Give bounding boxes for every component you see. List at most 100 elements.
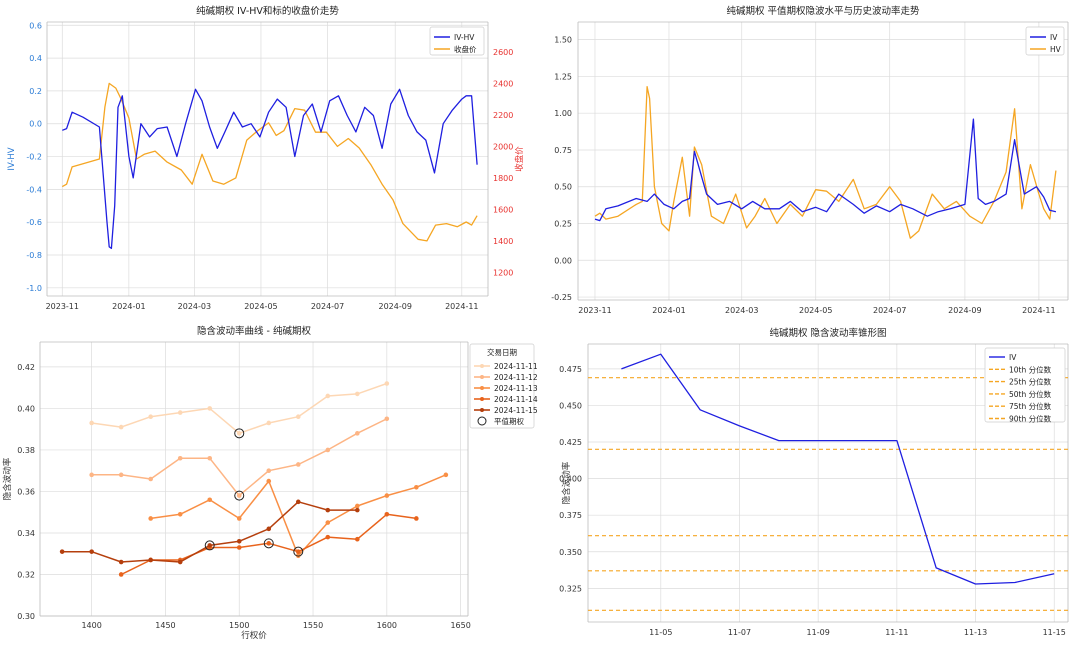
chart-iv-cone: 11-05 11-07 11-09 11-11 11-13 11-15 0.325 0.350… (559, 327, 1069, 637)
chart-atm-iv-hv: 2023-11 2024-01 2024-03 2024-05 2024-07 2024-… (551, 5, 1069, 315)
y-tick-label: 0.40 (17, 404, 35, 413)
legend-label: 2024-11-15 (494, 406, 538, 415)
legend-label: 75th 分位数 (1009, 401, 1052, 411)
chart-legend: IV HV (1025, 26, 1065, 56)
legend-atm-marker (477, 416, 487, 426)
data-point (266, 478, 272, 484)
series-line-iv-hv (62, 88, 478, 250)
data-point (295, 462, 301, 467)
legend-label: HV (1050, 45, 1062, 54)
data-point (148, 557, 153, 563)
legend-label: 25th 分位数 (1009, 377, 1052, 387)
data-point (384, 493, 390, 498)
x-tick-label: 2024-03 (725, 306, 758, 315)
data-point (384, 381, 390, 386)
legend-label: 2024-11-13 (494, 384, 538, 393)
y-tick-label: 0.50 (554, 183, 572, 192)
x-tick-label: 11-15 (1043, 628, 1066, 637)
data-point (236, 545, 242, 550)
chart-title: 纯碱期权 隐含波动率锥形图 (769, 327, 886, 339)
data-point (89, 420, 94, 426)
data-point (384, 511, 390, 517)
data-point (355, 391, 360, 397)
data-point (295, 414, 301, 420)
x-tick-label: 2024-07 (311, 302, 344, 311)
data-point (325, 520, 331, 525)
atm-marker (263, 538, 274, 549)
x-tick-label: 11-05 (649, 628, 672, 637)
data-point (118, 424, 124, 430)
data-point (414, 516, 419, 521)
data-point (295, 549, 301, 554)
y2-tick-label: 1400 (493, 237, 513, 246)
y-tick-label: 0.75 (554, 146, 572, 155)
legend-label: 2024-11-14 (494, 395, 538, 404)
y2-tick-label: 2000 (493, 142, 513, 151)
data-point (207, 543, 213, 548)
y-tick-label: 0.30 (17, 612, 35, 621)
y-tick-label: -1.0 (26, 284, 42, 293)
y-tick-label: 0.38 (17, 446, 35, 455)
y2-tick-label: 2200 (493, 111, 513, 120)
y-tick-label: 1.00 (554, 109, 572, 118)
x-tick-label: 1450 (155, 621, 175, 630)
chart-title: 隐含波动率曲线 - 纯碱期权 (197, 325, 311, 337)
atm-marker (234, 490, 245, 501)
chart-legend: 交易日期 2024-11-11 2024-11-12 2024-11-13 2024-1… (469, 343, 538, 429)
y-tick-label: 0.425 (559, 438, 582, 447)
y-tick-label: 0.0 (29, 120, 42, 129)
data-point (236, 538, 242, 544)
data-point (59, 549, 65, 554)
y-tick-label: 0.25 (554, 220, 572, 229)
data-point (177, 410, 183, 415)
x-tick-label: 11-13 (964, 628, 987, 637)
x-tick-label: 2024-09 (948, 306, 981, 315)
x-tick-label: 2024-05 (799, 306, 832, 315)
series-line-iv (621, 353, 1055, 585)
series-line-iv (594, 118, 1057, 222)
y-tick-label: 0.6 (29, 21, 42, 30)
x-tick-label: 2024-11 (445, 302, 478, 311)
y-tick-label: 0.36 (17, 487, 35, 496)
chart-iv-hv-close: 2023-11 2024-01 2024-03 2024-05 2024-07 2024-… (7, 5, 525, 311)
data-point (325, 447, 331, 453)
legend-marker (480, 408, 484, 412)
y-tick-label: 0.475 (559, 365, 582, 374)
data-point (148, 516, 153, 521)
series-line-hv (594, 86, 1057, 239)
y2-tick-label: 1800 (493, 174, 513, 183)
y-tick-label: 0.42 (17, 363, 35, 372)
data-point (355, 536, 360, 542)
y-tick-label: 1.50 (554, 36, 572, 45)
x-tick-label: 2024-07 (873, 306, 906, 315)
x-tick-label: 1400 (81, 621, 101, 630)
data-point (355, 503, 360, 509)
data-point (414, 485, 419, 490)
data-point (355, 507, 360, 513)
y-axis-label: IV-HV (7, 147, 17, 170)
y-tick-label: -0.4 (26, 185, 42, 194)
data-point (325, 507, 331, 513)
x-tick-label: 1550 (303, 621, 323, 630)
data-point (148, 414, 153, 420)
data-point (207, 455, 213, 461)
legend-label: 2024-11-11 (494, 362, 538, 371)
legend-label: 收盘价 (454, 44, 477, 54)
data-point (325, 393, 331, 399)
x-tick-label: 2024-01 (652, 306, 685, 315)
legend-label: IV (1009, 353, 1017, 362)
chart-title: 纯碱期权 IV-HV和标的收盘价走势 (196, 5, 339, 17)
legend-box (469, 343, 535, 429)
atm-marker (293, 546, 304, 557)
legend-label: IV (1050, 33, 1058, 42)
y-tick-label: 0.375 (559, 511, 582, 520)
legend-marker (480, 386, 484, 390)
x-tick-label: 1650 (450, 621, 470, 630)
data-point (177, 511, 183, 517)
chart-title: 纯碱期权 平值期权隐波水平与历史波动率走势 (726, 5, 920, 17)
data-point (236, 516, 242, 521)
data-point (148, 476, 153, 482)
y-tick-label: 0.2 (29, 87, 42, 96)
y-tick-label: 1.25 (554, 72, 572, 81)
